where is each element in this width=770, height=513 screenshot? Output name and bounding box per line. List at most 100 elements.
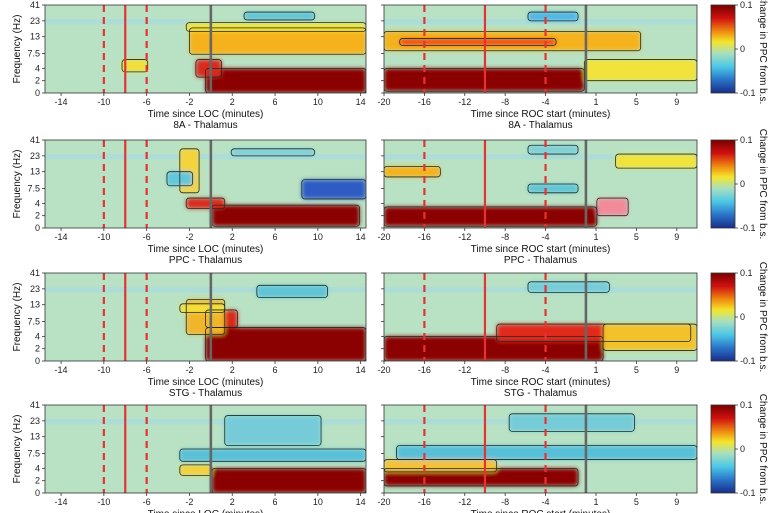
significance-contour bbox=[189, 27, 366, 55]
x-tick-label: 10 bbox=[313, 497, 323, 507]
x-tick-label: 9 bbox=[674, 497, 679, 507]
x-tick-label: -4 bbox=[542, 97, 550, 107]
heatmap-blobs bbox=[166, 148, 366, 227]
x-tick-label: -10 bbox=[97, 97, 110, 107]
x-tick-label: 6 bbox=[273, 232, 278, 242]
significance-contour bbox=[508, 413, 635, 432]
y-tick-label: 4 bbox=[35, 331, 40, 341]
heatmap-blob bbox=[527, 12, 579, 21]
y-tick-label: 0 bbox=[35, 356, 40, 366]
significance-contour bbox=[384, 166, 441, 178]
y-tick-label: 41 bbox=[30, 135, 40, 145]
y-tick-label: 7.5 bbox=[27, 48, 40, 58]
colorbar-tick-label: 0.1 bbox=[740, 268, 753, 278]
panel-title: STG - Thalamus bbox=[504, 388, 577, 399]
colorbar-tick-label: -0.1 bbox=[740, 223, 756, 233]
significance-contour bbox=[224, 415, 322, 446]
x-tick-label: -12 bbox=[458, 232, 471, 242]
colorbar-tick-label: 0 bbox=[740, 44, 745, 54]
heatmap-blob bbox=[244, 12, 315, 20]
significance-contour bbox=[205, 309, 238, 328]
heatmap-blob bbox=[301, 179, 366, 199]
y-axis-label: Frequency (Hz) bbox=[12, 150, 23, 219]
heatmap-blob bbox=[384, 166, 441, 177]
y-tick-label: 0 bbox=[35, 88, 40, 98]
x-tick-label: 10 bbox=[313, 232, 323, 242]
y-tick-label: 4 bbox=[35, 463, 40, 473]
significance-contour bbox=[185, 22, 366, 32]
colorbar-tick-label: 0.1 bbox=[740, 0, 753, 10]
heatmap-blobs bbox=[384, 144, 697, 227]
y-tick-label: 23 bbox=[30, 284, 40, 294]
significance-contour bbox=[496, 323, 692, 343]
heatmap-band bbox=[384, 19, 697, 25]
heatmap-blob bbox=[224, 415, 322, 446]
panel-title: PPC - Thalamus bbox=[169, 255, 242, 266]
x-tick-label: -6 bbox=[143, 497, 151, 507]
x-tick-label: 6 bbox=[273, 97, 278, 107]
x-tick-label: -14 bbox=[55, 97, 68, 107]
x-tick-label: 6 bbox=[273, 497, 278, 507]
y-tick-label: 2 bbox=[35, 76, 40, 86]
significance-contour bbox=[166, 171, 194, 187]
heatmap-band bbox=[45, 287, 366, 293]
heatmap-band bbox=[45, 19, 366, 25]
significance-contour bbox=[195, 59, 222, 78]
x-tick-label: 14 bbox=[356, 497, 366, 507]
y-axis-label: Frequency (Hz) bbox=[12, 415, 23, 484]
y-tick-label: 2 bbox=[35, 344, 40, 354]
panel-title: STG - Thalamus bbox=[169, 388, 242, 399]
x-tick-label: -16 bbox=[418, 497, 431, 507]
x-tick-label: 2 bbox=[230, 97, 235, 107]
y-tick-label: 13 bbox=[30, 300, 40, 310]
heatmap-blob bbox=[527, 184, 579, 193]
x-tick-label: -20 bbox=[377, 497, 390, 507]
colorbar-label: Change in PPC from b.s. bbox=[757, 394, 768, 505]
x-axis-label: Time since ROC start (minutes) bbox=[471, 377, 611, 388]
x-tick-label: -2 bbox=[185, 97, 193, 107]
y-axis-label: Frequency (Hz) bbox=[12, 15, 23, 84]
colorbar bbox=[710, 4, 736, 94]
axes-frame bbox=[44, 404, 367, 494]
x-tick-label: -8 bbox=[501, 365, 509, 375]
axes-frame bbox=[44, 272, 367, 362]
x-tick-label: 6 bbox=[273, 365, 278, 375]
significance-contour bbox=[205, 67, 366, 93]
colorbar-row-1: 0.1 0 -0.1 Change in PPC from b.s. bbox=[710, 0, 768, 104]
x-tick-label: 1 bbox=[594, 232, 599, 242]
colorbar bbox=[710, 272, 736, 362]
significance-contour bbox=[185, 197, 226, 210]
x-tick-label: -8 bbox=[501, 97, 509, 107]
y-tick-label: 7.5 bbox=[27, 183, 40, 193]
significance-contour bbox=[179, 448, 366, 462]
significance-contour bbox=[384, 31, 642, 52]
colorbar-tick-label: 0.1 bbox=[740, 400, 753, 410]
y-tick-label: 2 bbox=[35, 211, 40, 221]
heatmap-blob bbox=[384, 468, 579, 486]
colorbar-tick-label: 0.1 bbox=[740, 135, 753, 145]
heatmap-blobs bbox=[121, 11, 366, 93]
colorbar-label: Change in PPC from b.s. bbox=[757, 262, 768, 373]
x-tick-label: -2 bbox=[185, 365, 193, 375]
y-tick-label: 13 bbox=[30, 432, 40, 442]
x-tick-label: 5 bbox=[634, 365, 639, 375]
x-axis-label: Time since LOC (minutes) bbox=[148, 244, 264, 255]
heatmap-blob bbox=[179, 449, 366, 462]
x-tick-label: -8 bbox=[501, 232, 509, 242]
x-tick-label: -20 bbox=[377, 365, 390, 375]
panel-title: PPC - Thalamus bbox=[504, 255, 577, 266]
y-tick-label: 41 bbox=[30, 400, 40, 410]
significance-contour bbox=[243, 11, 316, 21]
x-tick-label: -16 bbox=[418, 97, 431, 107]
colorbar bbox=[710, 404, 736, 494]
x-tick-label: -14 bbox=[55, 365, 68, 375]
y-tick-label: 41 bbox=[30, 268, 40, 278]
x-tick-label: -10 bbox=[97, 365, 110, 375]
significance-contour bbox=[527, 183, 579, 194]
significance-contour bbox=[527, 11, 579, 22]
significance-contour bbox=[179, 303, 226, 313]
axes-frame bbox=[44, 4, 367, 94]
significance-contour bbox=[384, 206, 598, 227]
heatmap-blobs bbox=[179, 284, 366, 361]
heatmap-blob bbox=[527, 145, 579, 155]
